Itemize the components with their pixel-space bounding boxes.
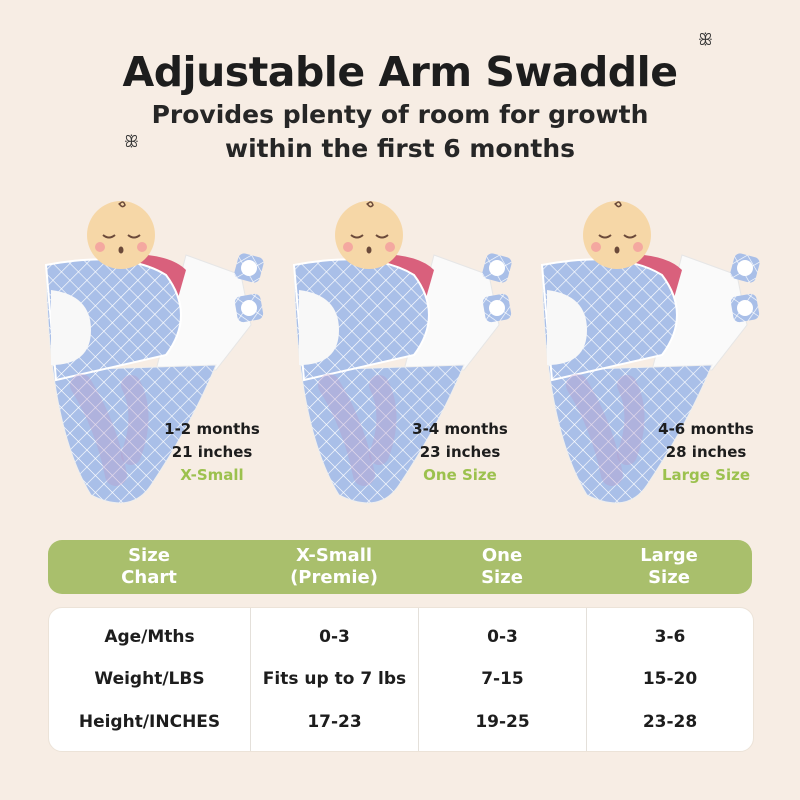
table-cell: 0-3 <box>319 627 350 648</box>
row-label: Height/INCHES <box>78 711 221 732</box>
header-cell: Large Size <box>640 545 698 588</box>
header-cell: Size Chart <box>121 545 177 588</box>
size-name: One Size <box>423 466 497 484</box>
table-cell: 7-15 <box>481 669 524 690</box>
table-cell: 3-6 <box>654 627 686 648</box>
column-xsmall: 0-3 Fits up to 7 lbs 17-23 <box>251 608 419 751</box>
table-cell: 17-23 <box>307 711 362 732</box>
length: 28 inches <box>665 443 747 461</box>
size-name: X-Small <box>180 466 244 484</box>
age-range: 1-2 months <box>164 420 260 438</box>
page-title: Adjustable Arm Swaddle <box>122 48 678 96</box>
table-cell: 23-28 <box>642 711 698 732</box>
butterfly-icon: ꕥ <box>124 132 139 151</box>
size-chart-table: Age/Mths Weight/LBS Height/INCHES 0-3 Fi… <box>48 607 754 752</box>
size-chart-header: Size Chart X-Small (Premie) One Size Large S… <box>48 540 752 594</box>
row-label: Age/Mths <box>104 627 195 648</box>
size-caption-one-size: 3-4 months 23 inches One Size <box>390 418 530 487</box>
row-labels: Age/Mths Weight/LBS Height/INCHES <box>49 608 251 751</box>
size-caption-large: 4-6 months 28 inches Large Size <box>636 418 776 487</box>
header-cell: One Size <box>481 545 523 588</box>
column-one-size: 0-3 7-15 19-25 <box>419 608 587 751</box>
age-range: 4-6 months <box>658 420 754 438</box>
header-cell: X-Small (Premie) <box>290 545 378 588</box>
table-cell: 19-25 <box>475 711 530 732</box>
table-cell: Fits up to 7 lbs <box>262 669 407 690</box>
table-cell: 0-3 <box>487 627 518 648</box>
butterfly-icon: ꕥ <box>698 30 713 49</box>
size-caption-xsmall: 1-2 months 21 inches X-Small <box>142 418 282 487</box>
subtitle-line-1: Provides plenty of room for growth <box>151 100 649 129</box>
subtitle-line-2: within the first 6 months <box>224 134 576 163</box>
column-large: 3-6 15-20 23-28 <box>587 608 753 751</box>
row-label: Weight/LBS <box>94 669 205 690</box>
size-name: Large Size <box>661 466 751 484</box>
length: 21 inches <box>171 443 253 461</box>
table-cell: 15-20 <box>642 669 698 690</box>
age-range: 3-4 months <box>412 420 508 438</box>
length: 23 inches <box>419 443 501 461</box>
